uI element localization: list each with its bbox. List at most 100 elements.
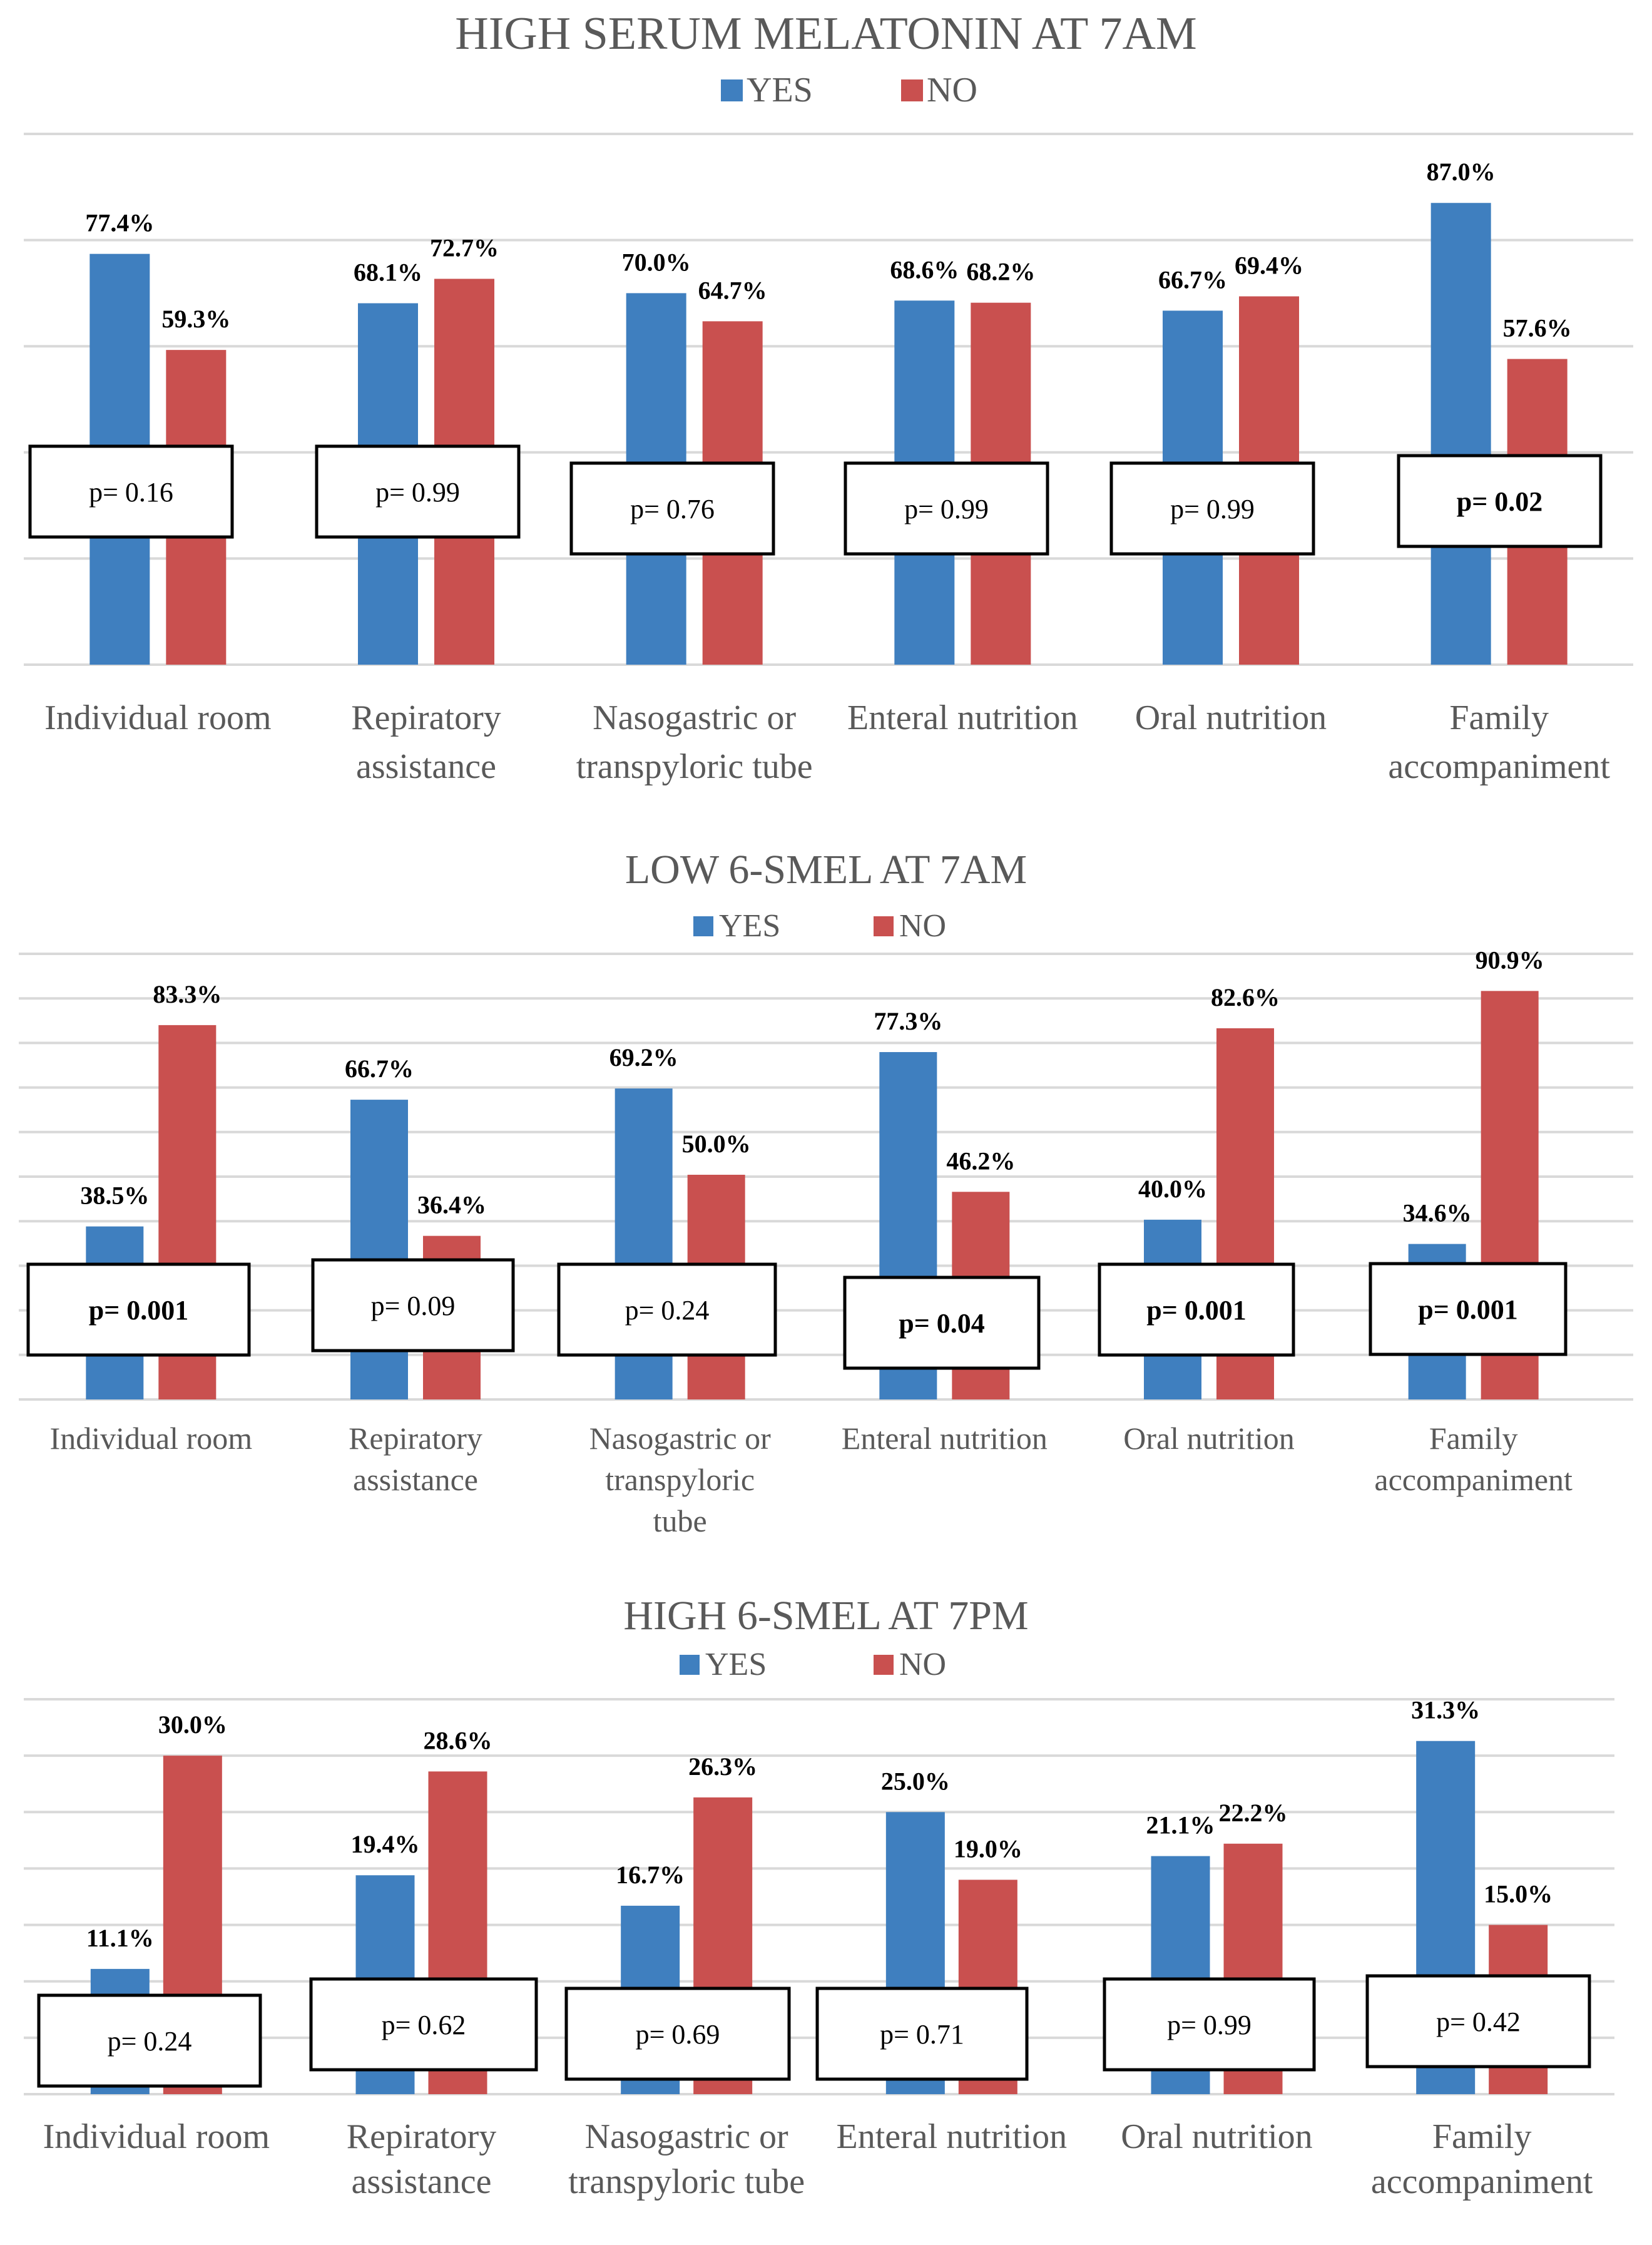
data-label-no: 26.3% xyxy=(688,1752,757,1781)
legend-entry-yes: YES xyxy=(747,71,813,110)
p-value-text: p= 0.99 xyxy=(1167,2010,1252,2040)
category-label: Nasogastric or transpyloric tube xyxy=(576,698,813,786)
data-label-yes: 31.3% xyxy=(1411,1696,1480,1724)
data-label-no: 22.2% xyxy=(1219,1799,1288,1827)
p-value-box: p= 0.09 xyxy=(311,1258,515,1353)
data-label-yes: 70.0% xyxy=(622,248,691,276)
bar-yes xyxy=(1430,203,1491,665)
p-value-box: p= 0.99 xyxy=(844,461,1049,556)
p-value-box: p= 0.71 xyxy=(815,1987,1029,2081)
chart-title: HIGH SERUM MELATONIN AT 7AM xyxy=(455,8,1196,59)
p-value-box: p= 0.76 xyxy=(569,461,775,556)
data-label-yes: 87.0% xyxy=(1427,158,1496,186)
data-label-no: 50.0% xyxy=(682,1130,751,1158)
data-label-no: 36.4% xyxy=(417,1191,486,1219)
p-value-text: p= 0.001 xyxy=(89,1295,189,1326)
data-label-no: 46.2% xyxy=(946,1147,1015,1175)
p-value-text: p= 0.62 xyxy=(382,2010,466,2040)
p-value-box: p= 0.99 xyxy=(315,444,521,539)
category-label: Enteral nutrition xyxy=(837,2117,1068,2156)
category-label: Family accompaniment xyxy=(1388,698,1610,786)
p-value-text: p= 0.16 xyxy=(89,477,173,508)
legend-entry-no: NO xyxy=(927,71,977,110)
p-value-box: p= 0.001 xyxy=(26,1262,251,1357)
category-label: Family accompaniment xyxy=(1371,2117,1593,2201)
data-label-yes: 25.0% xyxy=(881,1767,950,1795)
legend-entry-no: NO xyxy=(899,908,946,944)
category-label: Repiratory assistance xyxy=(347,2117,496,2201)
p-value-box: p= 0.24 xyxy=(37,1993,262,2088)
legend-swatch-no xyxy=(874,916,894,936)
data-label-yes: 77.3% xyxy=(874,1007,942,1035)
data-label-yes: 66.7% xyxy=(345,1055,414,1083)
data-label-no: 30.0% xyxy=(158,1711,227,1739)
p-value-text: p= 0.02 xyxy=(1457,486,1543,517)
p-value-text: p= 0.76 xyxy=(630,494,715,524)
data-label-yes: 38.5% xyxy=(80,1182,149,1210)
p-value-box: p= 0.02 xyxy=(1397,454,1603,548)
bar-yes xyxy=(350,1100,409,1399)
p-value-box: p= 0.16 xyxy=(28,444,234,539)
p-value-text: p= 0.001 xyxy=(1418,1294,1518,1325)
category-label: Repiratory assistance xyxy=(351,698,501,786)
p-value-box: p= 0.001 xyxy=(1369,1262,1568,1356)
data-label-yes: 16.7% xyxy=(616,1861,685,1889)
data-label-yes: 68.6% xyxy=(890,255,959,284)
p-value-box: p= 0.24 xyxy=(557,1262,777,1357)
chart-panel-3: HIGH 6-SMEL AT 7PM YES NO 11.1% 30.0% Individ… xyxy=(24,1593,1614,2201)
category-label: Individual room xyxy=(50,1421,253,1456)
category-label: Oral nutrition xyxy=(1123,1421,1295,1456)
data-label-no: 72.7% xyxy=(430,234,499,262)
data-label-yes: 69.2% xyxy=(609,1043,678,1071)
data-label-yes: 77.4% xyxy=(85,209,154,237)
legend-entry-no: NO xyxy=(899,1647,946,1682)
gridlines xyxy=(24,133,1633,666)
data-label-no: 90.9% xyxy=(1476,946,1544,974)
chart-panel-1: HIGH SERUM MELATONIN AT 7AM YES NO 77.4% 59.… xyxy=(24,8,1633,786)
data-label-yes: 11.1% xyxy=(86,1924,154,1952)
legend-swatch-yes xyxy=(721,79,743,101)
data-label-yes: 68.1% xyxy=(354,258,422,287)
data-label-no: 15.0% xyxy=(1484,1880,1553,1908)
p-value-text: p= 0.001 xyxy=(1146,1295,1247,1326)
p-value-box: p= 0.04 xyxy=(843,1276,1041,1370)
legend-swatch-yes xyxy=(680,1655,700,1675)
p-value-box: p= 0.62 xyxy=(309,1977,538,2072)
p-value-box: p= 0.69 xyxy=(564,1987,791,2081)
p-value-text: p= 0.99 xyxy=(1170,494,1255,524)
category-label: Enteral nutrition xyxy=(847,698,1078,737)
p-value-box: p= 0.001 xyxy=(1098,1262,1295,1357)
legend: YES NO xyxy=(721,71,977,110)
category-label: Individual room xyxy=(44,698,271,737)
data-label-no: 19.0% xyxy=(954,1834,1022,1863)
gridlines xyxy=(19,953,1633,1401)
category-label: Family accompaniment xyxy=(1374,1421,1573,1497)
data-label-no: 83.3% xyxy=(153,980,222,1008)
p-value-box: p= 0.99 xyxy=(1103,1977,1316,2072)
p-value-text: p= 0.71 xyxy=(880,2019,964,2050)
p-value-text: p= 0.04 xyxy=(899,1308,985,1339)
p-value-text: p= 0.09 xyxy=(371,1291,456,1321)
data-label-no: 28.6% xyxy=(424,1726,492,1754)
gridlines xyxy=(24,1698,1614,2095)
data-label-yes: 40.0% xyxy=(1138,1175,1207,1203)
p-value-text: p= 0.42 xyxy=(1436,2007,1521,2037)
p-value-box: p= 0.42 xyxy=(1365,1974,1591,2069)
legend: YES NO xyxy=(680,1647,946,1682)
category-label: Repiratory assistance xyxy=(349,1421,482,1497)
p-value-text: p= 0.24 xyxy=(625,1295,710,1326)
legend: YES NO xyxy=(693,908,946,944)
category-label: Nasogastric or transpyloric tube xyxy=(589,1421,772,1538)
category-label: Enteral nutrition xyxy=(842,1421,1048,1456)
category-label: Individual room xyxy=(43,2117,270,2156)
data-label-no: 59.3% xyxy=(161,305,230,333)
category-label: Oral nutrition xyxy=(1121,2117,1312,2156)
data-label-yes: 66.7% xyxy=(1158,265,1227,294)
legend-entry-yes: YES xyxy=(705,1647,767,1682)
p-value-text: p= 0.69 xyxy=(636,2019,720,2050)
category-label: Oral nutrition xyxy=(1135,698,1327,737)
category-label: Nasogastric or transpyloric tube xyxy=(568,2117,805,2201)
legend-swatch-no xyxy=(901,79,923,101)
data-label-no: 57.6% xyxy=(1503,314,1572,342)
